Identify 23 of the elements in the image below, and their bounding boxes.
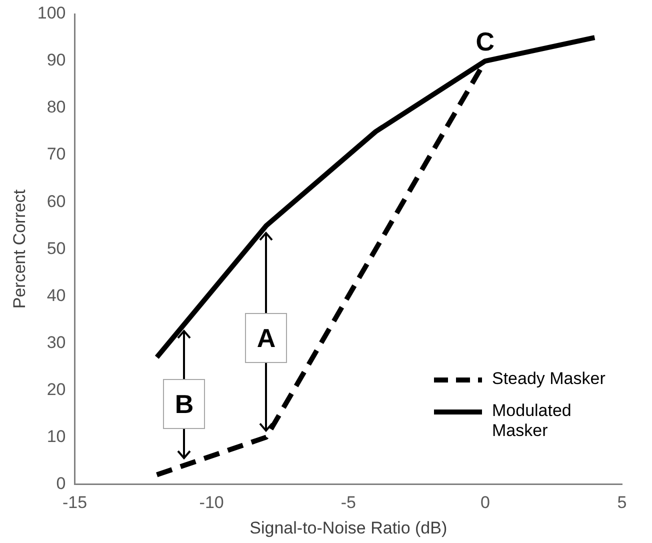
y-tick-label: 60	[46, 192, 66, 211]
y-tick-label: 90	[46, 50, 66, 70]
annotation: A	[245, 313, 288, 364]
x-tick-label: -5	[340, 493, 356, 512]
x-tick-label: 5	[617, 493, 627, 512]
y-tick-label: 0	[56, 474, 66, 493]
y-tick-label: 50	[46, 238, 66, 258]
x-axis-title: Signal-to-Noise Ratio (dB)	[250, 518, 448, 538]
x-tick-label: 0	[480, 493, 490, 512]
legend-label: Steady Masker	[492, 369, 606, 390]
y-tick-label: 10	[46, 426, 66, 446]
x-tick-label: -15	[62, 493, 88, 512]
x-tick-label: -10	[199, 493, 224, 512]
y-tick-label: 40	[46, 286, 66, 305]
y-tick-label: 70	[46, 144, 66, 164]
y-axis-title: Percent Correct	[10, 189, 29, 309]
y-tick-label: 30	[46, 332, 66, 352]
y-tick-label: 100	[37, 4, 66, 23]
annotation: C	[476, 26, 495, 58]
y-tick-label: 20	[46, 380, 66, 399]
legend-label: Modulated Masker	[492, 401, 572, 442]
y-tick-label: 80	[46, 98, 66, 117]
annotation: B	[163, 379, 206, 430]
